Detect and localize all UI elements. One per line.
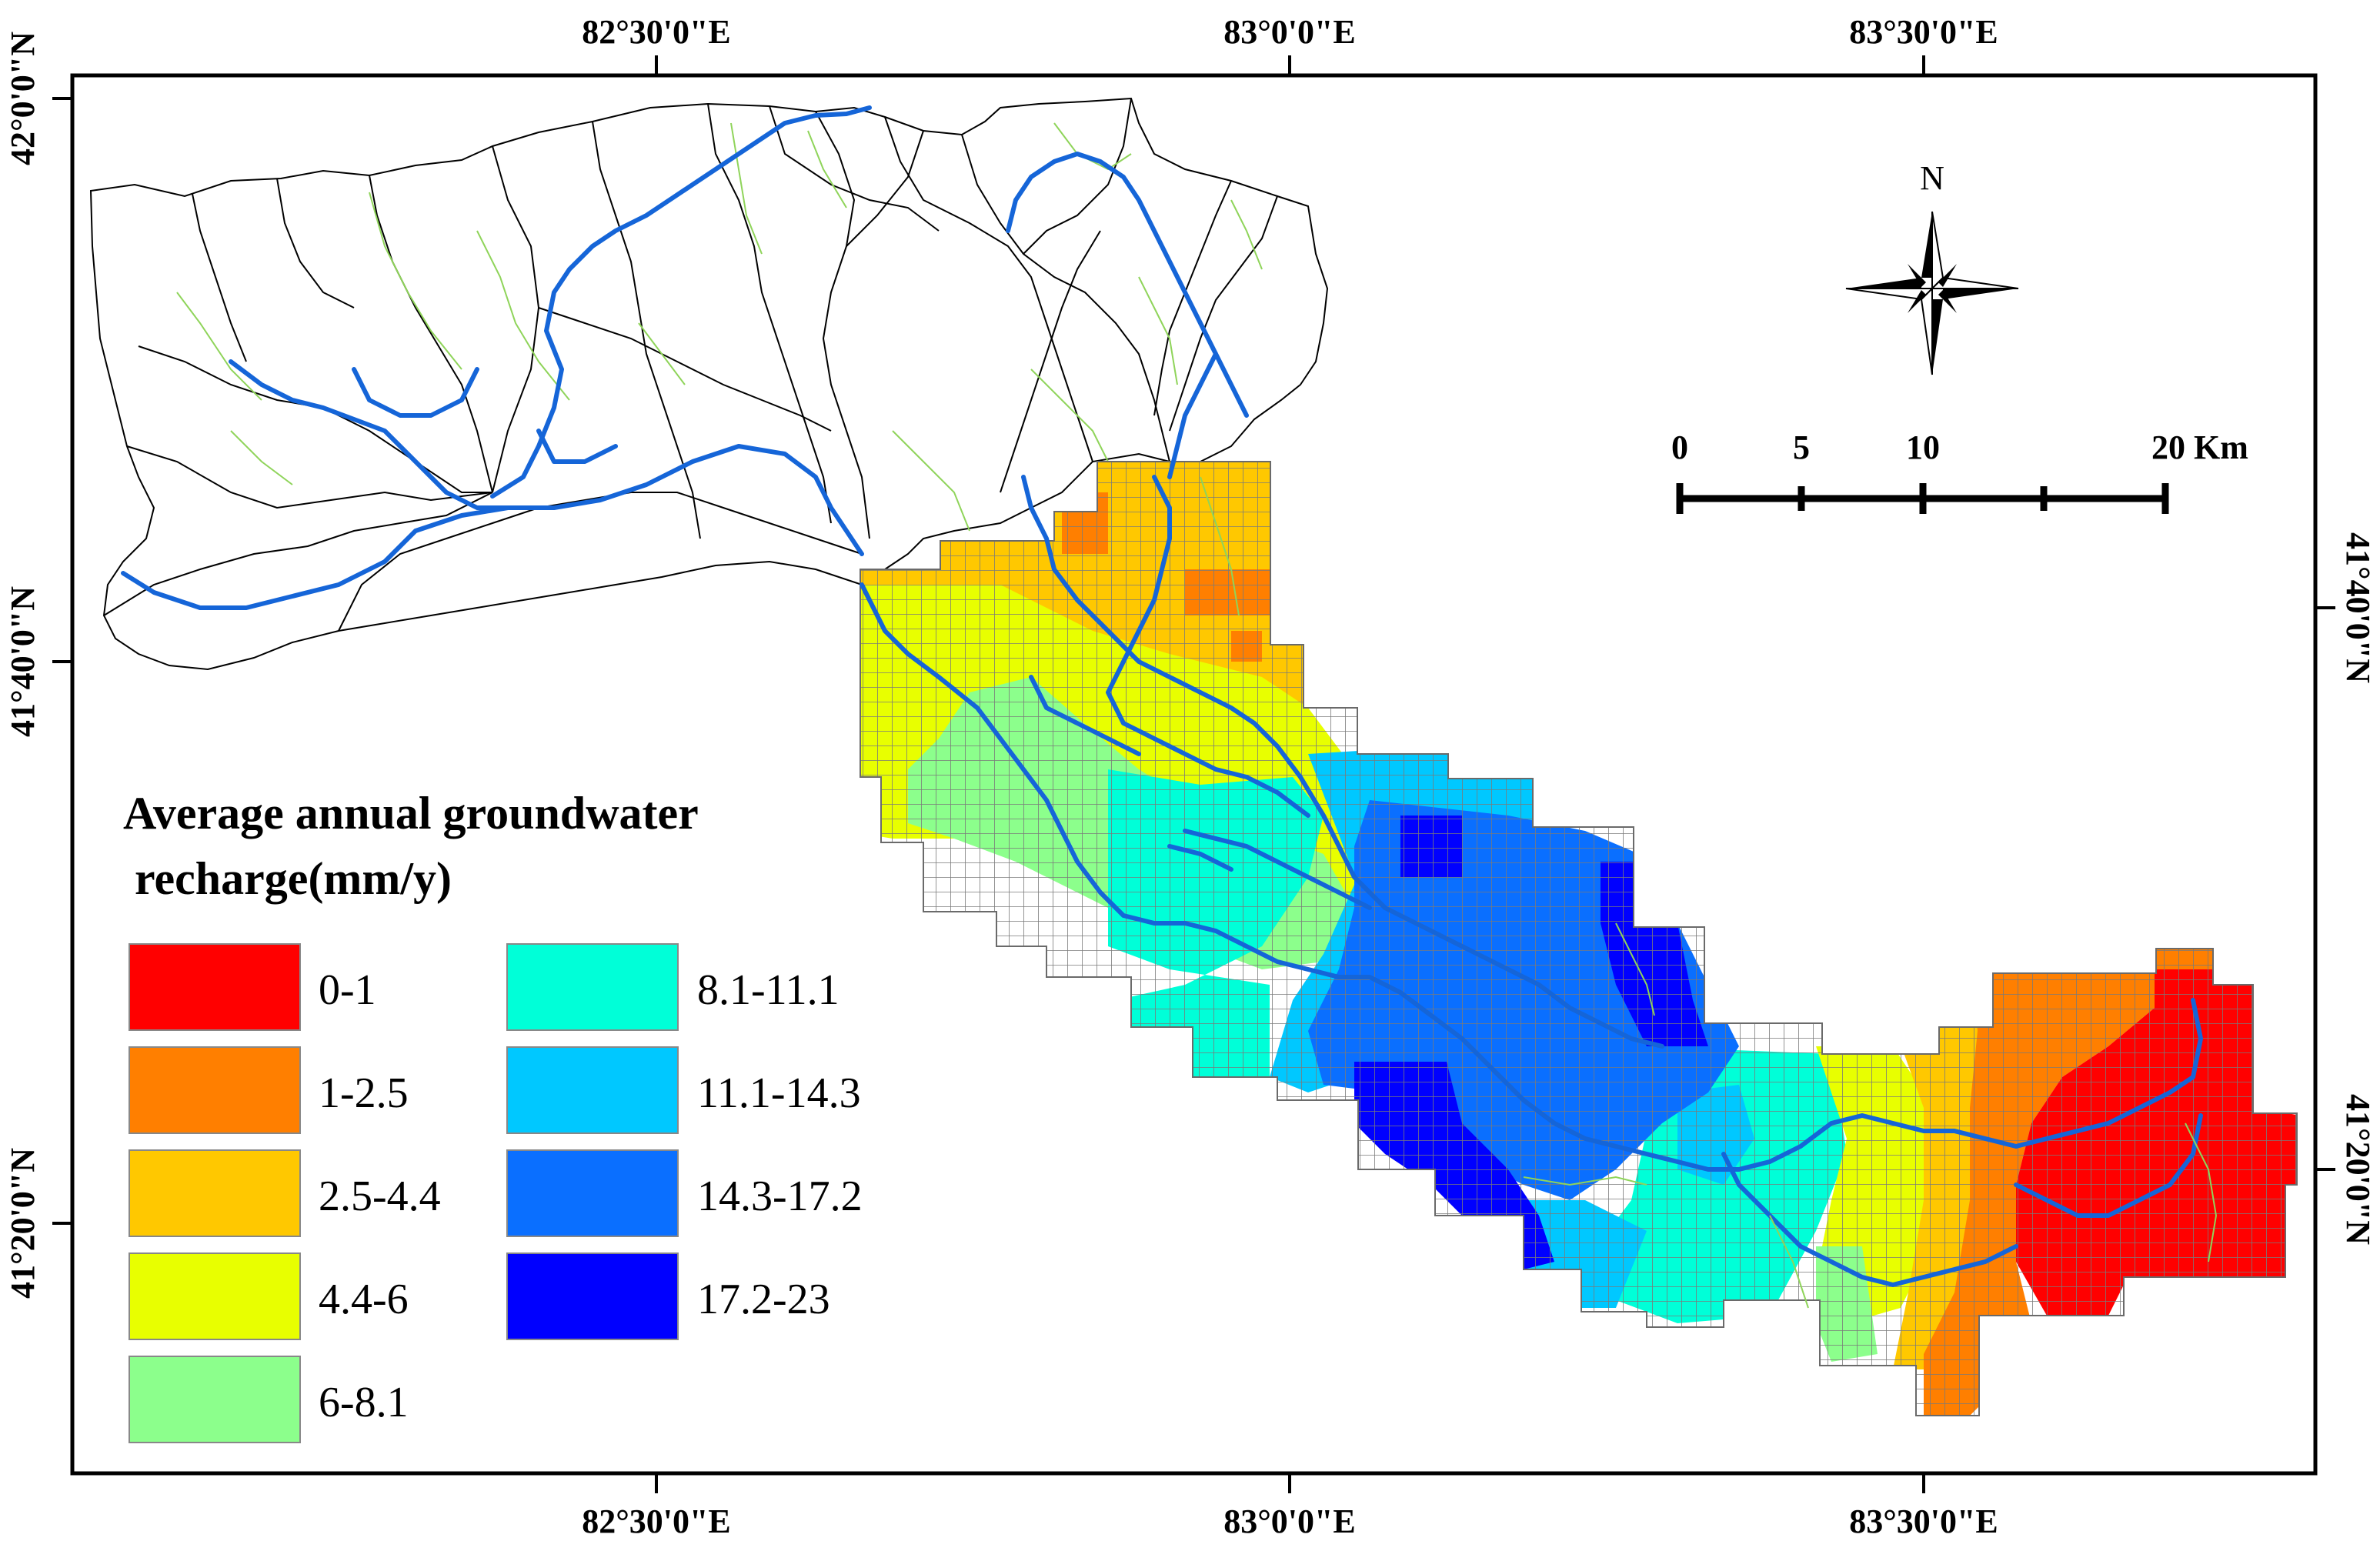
legend: Average annual groundwater recharge(mm/y… bbox=[123, 788, 863, 1443]
river-west-1 bbox=[121, 444, 864, 610]
river-north-east bbox=[1006, 152, 1249, 418]
legend-label-17-2-23: 17.2-23 bbox=[697, 1276, 830, 1323]
river-branch-c bbox=[1029, 675, 1141, 756]
legend-label-11-1-14-3: 11.1-14.3 bbox=[697, 1069, 861, 1117]
river-north-2 bbox=[536, 429, 618, 464]
scale-label-5: 5 bbox=[1793, 429, 1810, 466]
river-branch-d bbox=[1183, 829, 1372, 910]
coord-top-3: 83°30'0"E bbox=[1849, 13, 1998, 51]
upstream-subbasins bbox=[89, 97, 1329, 671]
river-north-east-2 bbox=[1167, 352, 1218, 479]
river-west-3 bbox=[352, 367, 479, 418]
river-west-2 bbox=[229, 359, 510, 510]
legend-title-line2: recharge(mm/y) bbox=[123, 853, 452, 904]
coord-left-2: 41°40'0"N bbox=[4, 586, 42, 737]
coord-top-2: 83°0'0"E bbox=[1223, 13, 1356, 51]
coord-left-3: 41°20'0"N bbox=[4, 1148, 42, 1299]
scale-label-0: 0 bbox=[1671, 429, 1688, 466]
scale-label-10: 10 bbox=[1906, 429, 1940, 466]
coord-left-1: 42°0'0"N bbox=[4, 32, 42, 165]
river-branch-a bbox=[1021, 475, 1664, 1049]
coord-bottom-3: 83°30'0"E bbox=[1849, 1503, 1998, 1540]
legend-label-1-2-5: 1-2.5 bbox=[319, 1069, 409, 1117]
river-branch-b bbox=[1106, 475, 1310, 818]
coord-bottom-2: 83°0'0"E bbox=[1223, 1503, 1356, 1540]
river-main bbox=[860, 582, 2203, 1172]
rivers bbox=[121, 105, 2203, 1287]
north-arrow bbox=[1845, 211, 2019, 375]
legend-label-4-4-6: 4.4-6 bbox=[319, 1276, 409, 1323]
legend-swatch-14-3-17-2 bbox=[506, 1149, 679, 1237]
legend-swatch-0-1 bbox=[129, 943, 301, 1031]
legend-label-8-1-11-1: 8.1-11.1 bbox=[697, 966, 840, 1014]
scale-bar bbox=[1676, 483, 2169, 514]
graticule-ticks bbox=[52, 55, 2335, 1493]
coord-bottom-1: 82°30'0"E bbox=[582, 1503, 731, 1540]
legend-swatch-1-2-5 bbox=[129, 1046, 301, 1134]
legend-swatch-17-2-23 bbox=[506, 1252, 679, 1340]
river-branch-e bbox=[1167, 844, 1233, 872]
coord-right-1: 41°40'0"N bbox=[2339, 532, 2377, 683]
north-label: N bbox=[1920, 159, 1944, 197]
legend-swatch-6-8-1 bbox=[129, 1356, 301, 1443]
river-south-branch bbox=[1721, 1152, 2018, 1287]
legend-label-0-1: 0-1 bbox=[319, 966, 376, 1014]
aquifer-outline bbox=[860, 461, 2298, 1416]
legend-label-6-8-1: 6-8.1 bbox=[319, 1379, 409, 1426]
coord-top-1: 82°30'0"E bbox=[582, 13, 731, 51]
river-north bbox=[490, 105, 872, 499]
minor-streams-aquifer bbox=[1200, 476, 2218, 1309]
coord-right-2: 41°20'0"N bbox=[2339, 1094, 2377, 1245]
legend-swatch-2-5-4-4 bbox=[129, 1149, 301, 1237]
scale-label-20km: 20 Km bbox=[2151, 429, 2248, 466]
legend-label-14-3-17-2: 14.3-17.2 bbox=[697, 1172, 863, 1220]
legend-swatch-11-1-14-3 bbox=[506, 1046, 679, 1134]
minor-streams-upstream bbox=[176, 122, 1263, 532]
legend-title-line1: Average annual groundwater bbox=[123, 788, 699, 839]
legend-label-2-5-4-4: 2.5-4.4 bbox=[319, 1172, 441, 1220]
legend-swatch-8-1-11-1 bbox=[506, 943, 679, 1031]
river-east-loop bbox=[2014, 1113, 2203, 1218]
legend-swatch-4-4-6 bbox=[129, 1252, 301, 1340]
